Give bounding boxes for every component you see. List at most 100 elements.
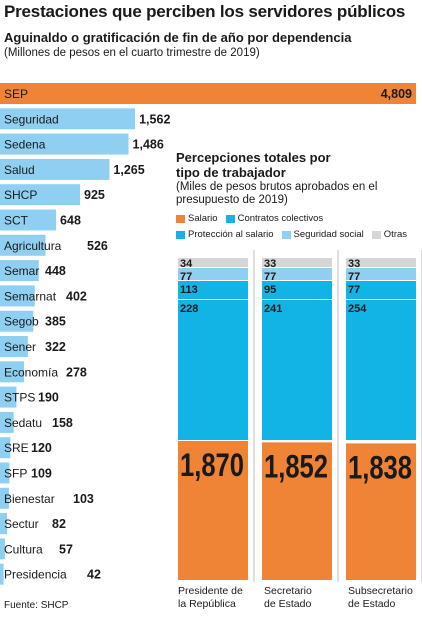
bar-sedena [0,133,129,155]
bar-segment-otras [346,258,416,267]
bar-segment-contratos-colectivos [262,300,332,440]
bar-value-label: 42 [87,568,101,582]
x-label-line: la República [178,598,236,610]
segment-value-label: 1,852 [264,448,328,484]
bar-segment-protección-al-salario [262,281,332,299]
segment-value-label: 33 [264,258,276,270]
bar-segment-seguridad-social [178,268,248,280]
legend-item-seguridad: Seguridad social [281,229,364,240]
bar-category-label: SFP [4,467,27,481]
bar-shcp [0,184,81,206]
segment-value-label: 228 [180,303,198,315]
x-label-presidente: Presidente de la República [178,585,243,611]
bar-value-label: 82 [52,517,66,531]
bar-category-label: SHCP [4,188,37,202]
bar-sep [0,83,416,104]
bar-value-label: 278 [66,365,87,379]
legend-label: Contratos colectivos [237,213,324,224]
bar-presidencia [0,563,4,585]
legend-item-proteccion: Protección al salario [176,229,274,240]
bar-value-label: 4,809 [381,87,412,101]
x-label-secretario: Secretario de Estado [264,585,312,611]
legend-row-2: Protección al salario Seguridad social O… [176,229,407,240]
legend-label: Salario [188,213,218,224]
x-label-line: de Estado [348,598,396,610]
bar-semarnat [0,285,35,307]
bar-category-label: Presidencia [4,568,67,582]
bar-economía [0,361,25,383]
legend-label: Seguridad social [293,229,364,240]
bar-category-label: Economía [4,365,58,379]
bar-category-label: Semar [4,264,39,278]
bar-seguridad [0,108,136,130]
legend-swatch [225,214,235,223]
bar-segment-contratos-colectivos [178,300,248,440]
source-note: Fuente: SHCP [4,600,69,611]
segment-value-label: 77 [348,271,360,283]
stacked-bar-chart: 1,87022811377341,8522419577331,838254777… [178,250,422,582]
legend-item-contratos: Contratos colectivos [225,213,324,224]
bar-segment-protección-al-salario [346,281,416,299]
segment-value-label: 113 [180,284,198,296]
bar-segment-seguridad-social [346,268,416,280]
horizontal-bar-chart: SEP 4,809 Seguridad 1,562 Sedena 1,486 Salud 1,… [0,83,416,585]
bar-category-label: STPS [4,391,35,405]
bar-stps [0,386,17,408]
bar-agricultura [0,234,46,256]
bar-category-label: Sectur [4,517,39,531]
segment-value-label: 77 [180,271,192,283]
segment-value-label: 254 [348,303,367,315]
bar-sectur [0,513,8,535]
bar-segment-salario [178,441,248,580]
legend-item-salario: Salario [176,213,218,224]
bar-sre [0,437,11,459]
bar-value-label: 109 [31,467,52,481]
legend-swatch [371,230,381,239]
bar-value-label: 158 [52,416,73,430]
bar-category-label: SEP [4,87,28,101]
bar-value-label: 322 [45,340,66,354]
bar-category-label: Sedena [4,138,46,152]
bar-category-label: Segob [4,315,39,329]
x-label-line: Presidente de [178,585,243,597]
segment-value-label: 95 [264,284,276,296]
legend-swatch [281,230,291,239]
x-label-line: Subsecretario [348,585,413,597]
segment-value-label: 77 [264,271,276,283]
bar-value-label: 103 [73,492,94,506]
bar-value-label: 526 [87,239,108,253]
segment-value-label: 241 [264,303,282,315]
bar-segment-salario [262,442,332,580]
bar-sct [0,209,57,231]
legend-label: Protección al salario [188,229,274,240]
segment-value-label: 34 [180,258,193,270]
legend-item-otras: Otras [371,229,408,240]
bar-value-label: 190 [38,391,59,405]
bar-category-label: SCT [4,214,29,228]
bar-value-label: 57 [59,542,73,556]
x-label-line: Secretario [264,585,312,597]
segment-value-label: 1,870 [180,447,244,483]
bar-sfp [0,462,10,484]
bar-value-label: 1,562 [139,112,170,126]
bar-segob [0,310,34,332]
legend-swatch [176,230,185,239]
legend-label: Otras [383,229,408,240]
legend-swatch [176,214,185,223]
bar-segment-contratos-colectivos [346,300,416,440]
bar-salud [0,158,110,180]
bar-segment-protección-al-salario [178,281,248,299]
bar-value-label: 1,486 [133,138,164,152]
x-label-line: de Estado [264,598,312,610]
bar-segment-otras [178,258,248,267]
bar-bienestar [0,487,9,509]
bar-category-label: SRE [4,441,29,455]
bar-value-label: 385 [45,315,66,329]
bar-segment-otras [262,258,332,267]
bar-semar [0,260,39,282]
bar-value-label: 1,265 [113,163,144,177]
bar-value-label: 648 [60,214,81,228]
chart2-subtitle: (Miles de pesos brutos aprobados en el p… [176,181,378,206]
segment-value-label: 77 [348,284,360,296]
segment-value-label: 1,838 [348,449,412,485]
